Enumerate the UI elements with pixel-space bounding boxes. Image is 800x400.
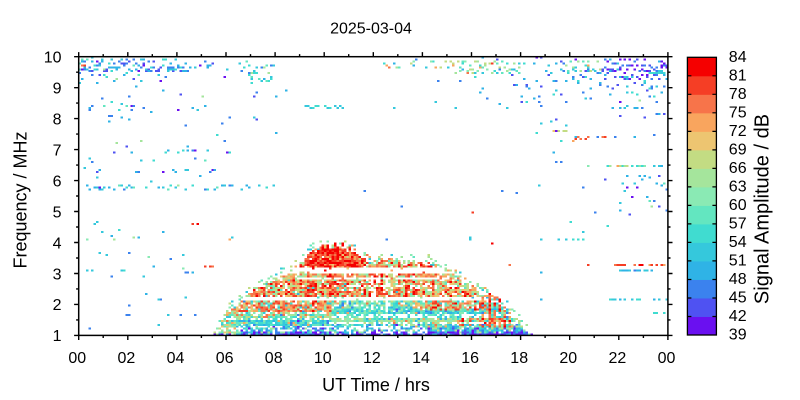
svg-text:48: 48 — [729, 271, 747, 288]
svg-text:1: 1 — [53, 328, 62, 345]
svg-text:45: 45 — [729, 290, 747, 307]
svg-text:66: 66 — [729, 160, 747, 177]
svg-text:60: 60 — [729, 197, 747, 214]
svg-text:84: 84 — [729, 49, 747, 66]
svg-text:20: 20 — [559, 350, 577, 367]
svg-text:3: 3 — [53, 266, 62, 283]
svg-text:42: 42 — [729, 308, 747, 325]
svg-text:54: 54 — [729, 234, 747, 251]
svg-text:4: 4 — [53, 235, 62, 252]
svg-text:22: 22 — [609, 350, 627, 367]
svg-text:10: 10 — [314, 350, 332, 367]
svg-text:02: 02 — [118, 350, 136, 367]
svg-text:8: 8 — [53, 111, 62, 128]
svg-text:UT Time / hrs: UT Time / hrs — [322, 375, 430, 395]
svg-text:51: 51 — [729, 252, 747, 269]
svg-text:14: 14 — [412, 350, 430, 367]
svg-text:18: 18 — [510, 350, 528, 367]
svg-text:Signal Amplitude / dB: Signal Amplitude / dB — [752, 114, 774, 304]
svg-text:2025-03-04: 2025-03-04 — [330, 21, 412, 38]
svg-text:57: 57 — [729, 215, 747, 232]
svg-text:6: 6 — [53, 173, 62, 190]
svg-text:Frequency / MHz: Frequency / MHz — [10, 131, 30, 268]
svg-text:2: 2 — [53, 297, 62, 314]
svg-text:12: 12 — [363, 350, 381, 367]
svg-text:9: 9 — [53, 81, 62, 98]
svg-text:72: 72 — [729, 123, 747, 140]
svg-text:7: 7 — [53, 142, 62, 159]
svg-text:39: 39 — [729, 327, 747, 344]
svg-text:06: 06 — [216, 350, 234, 367]
svg-text:69: 69 — [729, 141, 747, 158]
svg-text:08: 08 — [265, 350, 283, 367]
svg-text:04: 04 — [167, 350, 185, 367]
svg-text:78: 78 — [729, 86, 747, 103]
svg-text:81: 81 — [729, 67, 747, 84]
svg-text:5: 5 — [53, 204, 62, 221]
svg-text:00: 00 — [68, 350, 86, 367]
svg-text:10: 10 — [44, 50, 62, 67]
svg-text:75: 75 — [729, 104, 747, 121]
svg-text:63: 63 — [729, 178, 747, 195]
svg-text:00: 00 — [658, 350, 676, 367]
svg-text:16: 16 — [461, 350, 479, 367]
